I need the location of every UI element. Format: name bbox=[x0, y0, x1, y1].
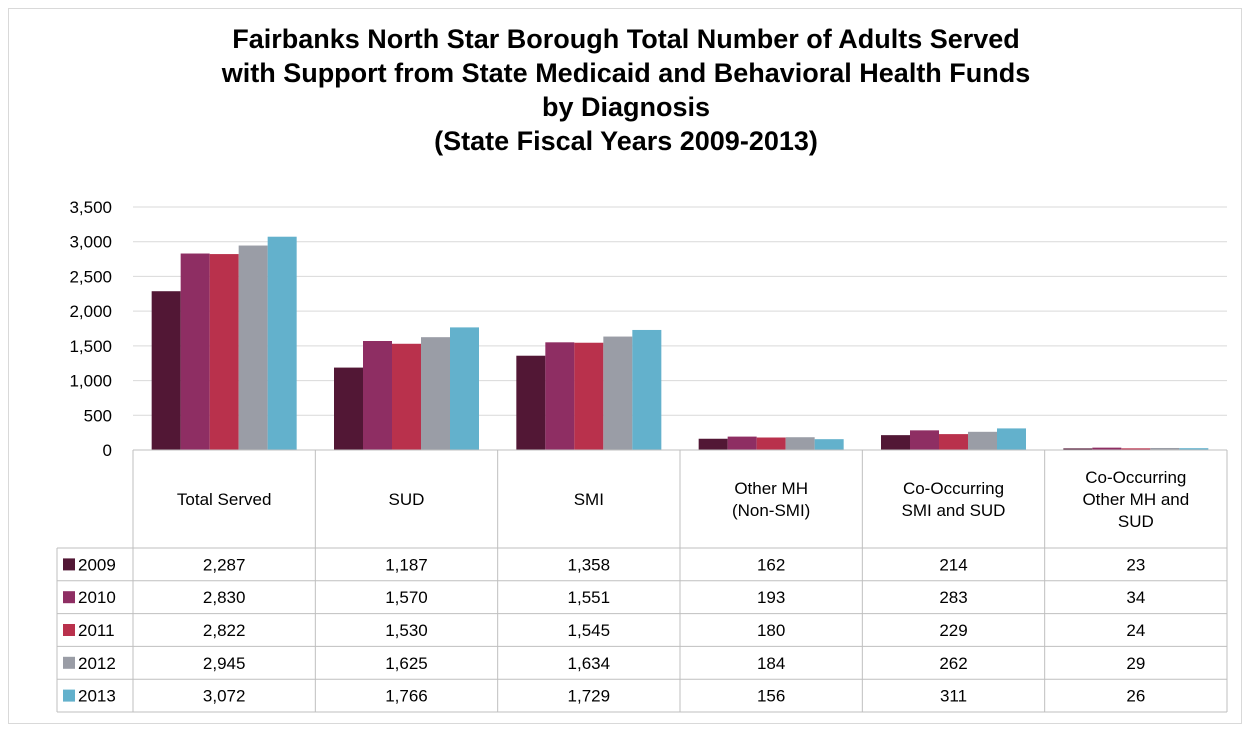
data-label: 193 bbox=[757, 588, 785, 607]
y-axis-ticks: 0 500 1,000 1,500 2,000 2,500 3,000 3,500 bbox=[69, 198, 112, 460]
y-tick-label: 1,500 bbox=[69, 337, 112, 356]
bar-2011-3 bbox=[756, 437, 786, 450]
bar-2013-1 bbox=[450, 327, 479, 450]
legend-swatch-2009 bbox=[63, 558, 75, 571]
category-label: SUD bbox=[1118, 512, 1154, 531]
bar-2009-3 bbox=[698, 438, 728, 450]
data-label: 262 bbox=[939, 654, 967, 673]
data-label: 1,358 bbox=[568, 555, 611, 574]
bar-2009-5 bbox=[1063, 448, 1093, 450]
bar-2010-5 bbox=[1092, 447, 1122, 450]
bar-2011-0 bbox=[209, 254, 239, 450]
bar-2013-0 bbox=[267, 236, 297, 450]
data-label: 162 bbox=[757, 555, 785, 574]
legend-label-2012: 2012 bbox=[78, 654, 116, 673]
bar-2011-5 bbox=[1121, 448, 1151, 450]
category-label: SUD bbox=[389, 490, 425, 509]
bar-2011-2 bbox=[574, 342, 604, 450]
data-label: 1,625 bbox=[385, 654, 428, 673]
title-line-1: Fairbanks North Star Borough Total Numbe… bbox=[232, 24, 1020, 54]
data-table: Total Served SUD SMI Other MH (Non-SMI) Co-Oc… bbox=[56, 449, 1228, 713]
bar-2009-0 bbox=[151, 291, 181, 450]
bar-2010-1 bbox=[363, 340, 392, 450]
data-label: 1,545 bbox=[568, 621, 611, 640]
data-label: 24 bbox=[1126, 621, 1145, 640]
category-label: Co-Occurring bbox=[903, 479, 1004, 498]
bar-2011-4 bbox=[939, 434, 968, 450]
category-label: Other MH bbox=[734, 479, 808, 498]
bar-2009-1 bbox=[334, 367, 363, 450]
y-tick-label: 3,500 bbox=[69, 198, 112, 217]
gridlines bbox=[133, 206, 1227, 416]
data-label: 26 bbox=[1126, 687, 1145, 706]
y-tick-label: 2,500 bbox=[69, 267, 112, 286]
bar-2011-1 bbox=[392, 343, 421, 450]
y-tick-label: 2,000 bbox=[69, 302, 112, 321]
legend-label-2009: 2009 bbox=[78, 555, 116, 574]
legend-label-2010: 2010 bbox=[78, 588, 116, 607]
bar-2012-2 bbox=[603, 336, 633, 450]
data-label: 2,830 bbox=[203, 588, 246, 607]
bar-2013-4 bbox=[997, 428, 1026, 450]
y-tick-label: 500 bbox=[84, 406, 112, 425]
bar-2009-2 bbox=[516, 355, 546, 450]
data-label: 2,287 bbox=[203, 555, 246, 574]
bar-2013-5 bbox=[1179, 448, 1209, 450]
legend-label-2013: 2013 bbox=[78, 687, 116, 706]
legend-swatch-2011 bbox=[63, 624, 75, 636]
data-label: 2,822 bbox=[203, 621, 246, 640]
legend-swatch-2010 bbox=[63, 591, 75, 604]
legend-swatch-2012 bbox=[63, 656, 75, 669]
data-label: 2,945 bbox=[203, 654, 246, 673]
bar-2012-4 bbox=[968, 431, 997, 450]
data-label: 23 bbox=[1126, 555, 1145, 574]
category-label: (Non-SMI) bbox=[732, 501, 810, 520]
category-label: SMI bbox=[574, 490, 604, 509]
y-tick-label: 0 bbox=[103, 441, 112, 460]
bar-2012-3 bbox=[785, 437, 815, 450]
title-line-3: by Diagnosis bbox=[541, 92, 711, 122]
data-label: 180 bbox=[757, 621, 785, 640]
data-label: 34 bbox=[1126, 588, 1145, 607]
y-tick-label: 1,000 bbox=[69, 372, 112, 391]
bar-2010-3 bbox=[727, 436, 757, 450]
data-label: 1,187 bbox=[385, 555, 428, 574]
chart-title: Fairbanks North Star Borough Total Numbe… bbox=[0, 22, 1252, 158]
legend-label-2011: 2011 bbox=[78, 621, 115, 640]
data-label: 283 bbox=[939, 588, 967, 607]
title-line-2: with Support from State Medicaid and Beh… bbox=[221, 58, 1031, 88]
data-label: 214 bbox=[939, 555, 967, 574]
data-label: 1,570 bbox=[385, 588, 428, 607]
legend-swatch-2013 bbox=[63, 689, 75, 702]
bar-2012-5 bbox=[1150, 447, 1180, 450]
bar-2012-1 bbox=[421, 337, 450, 450]
data-label: 311 bbox=[940, 687, 967, 706]
bar-2009-4 bbox=[881, 435, 910, 450]
category-label: Co-Occurring bbox=[1085, 468, 1186, 487]
bar-2012-0 bbox=[238, 245, 268, 450]
data-label: 1,551 bbox=[568, 588, 611, 607]
category-label: Other MH and bbox=[1082, 490, 1189, 509]
bar-2010-2 bbox=[545, 342, 575, 450]
data-label: 29 bbox=[1126, 654, 1145, 673]
data-label: 184 bbox=[757, 654, 785, 673]
data-label: 229 bbox=[939, 621, 967, 640]
bar-2010-4 bbox=[910, 430, 939, 450]
y-tick-label: 3,000 bbox=[69, 233, 112, 252]
title-line-4: (State Fiscal Years 2009-2013) bbox=[434, 126, 818, 156]
category-label: SMI and SUD bbox=[902, 501, 1006, 520]
bars bbox=[151, 236, 1209, 450]
bar-2013-3 bbox=[814, 439, 844, 450]
data-label: 3,072 bbox=[203, 687, 246, 706]
data-label: 156 bbox=[757, 687, 785, 706]
data-label: 1,729 bbox=[568, 687, 611, 706]
category-label: Total Served bbox=[177, 490, 272, 509]
data-label: 1,530 bbox=[385, 621, 428, 640]
data-label: 1,766 bbox=[385, 687, 428, 706]
bar-2013-2 bbox=[632, 329, 662, 450]
bar-2010-0 bbox=[180, 253, 210, 450]
data-label: 1,634 bbox=[568, 654, 611, 673]
